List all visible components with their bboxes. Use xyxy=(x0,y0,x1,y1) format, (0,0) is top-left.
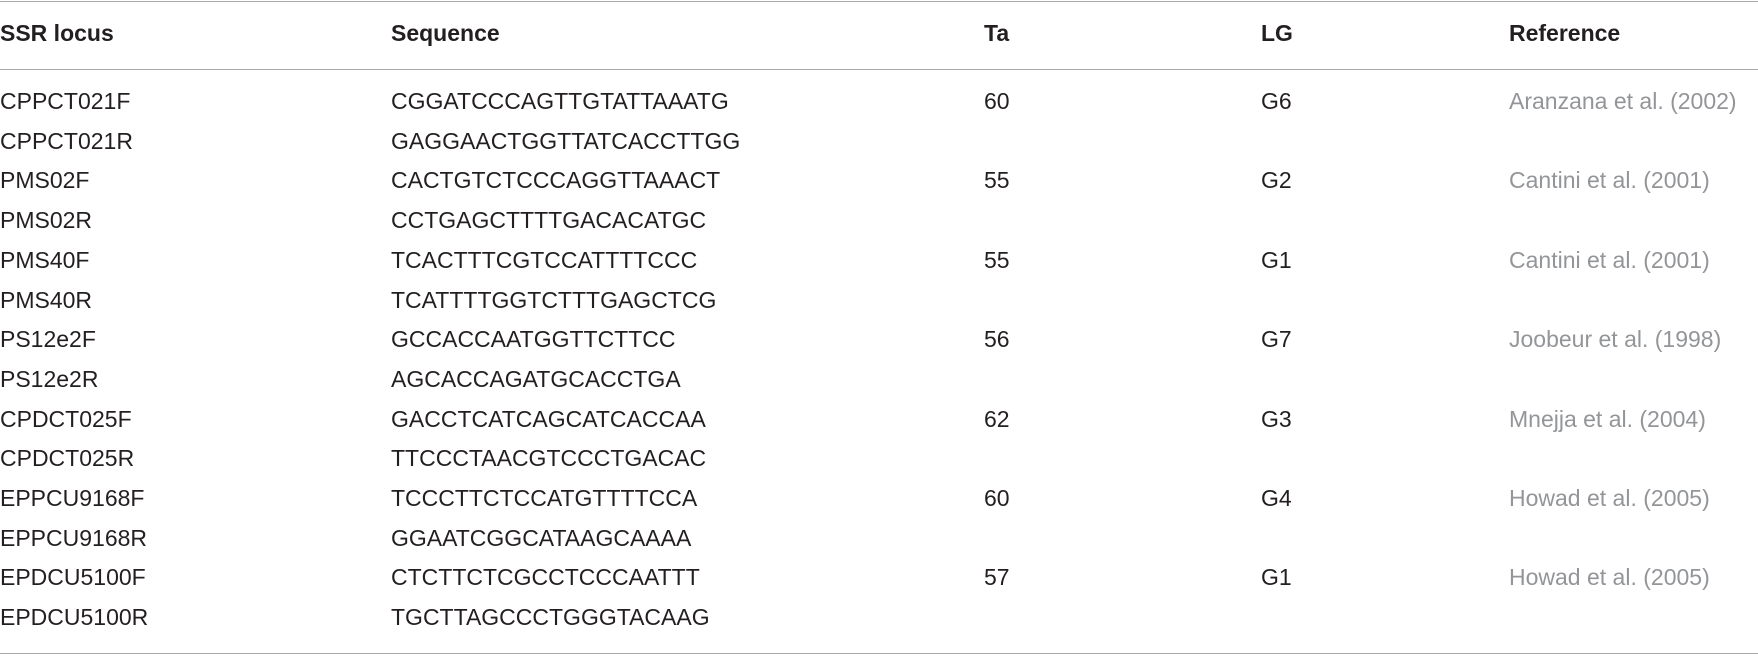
bottom-rule xyxy=(0,653,1758,654)
locus-cell: EPDCU5100R xyxy=(0,604,149,631)
locus-cell: PMS02F xyxy=(0,167,90,194)
reference-cell: Joobeur et al. (1998) xyxy=(1509,326,1722,353)
ta-cell: 60 xyxy=(984,88,1010,114)
reference-cell: Howad et al. (2005) xyxy=(1509,485,1710,511)
lg-cell: G7 xyxy=(1261,326,1292,353)
locus-cell: EPDCU5100F xyxy=(0,564,146,591)
reference-cell: Aranzana et al. (2002) xyxy=(1509,88,1737,114)
ta-cell: 55 xyxy=(984,246,1010,273)
sequence-cell: TCCCTTCTCCATGTTTTCCA xyxy=(391,485,698,511)
sequence-cell: CACTGTCTCCCAGGTTAAACT xyxy=(391,167,721,194)
lg-cell: G2 xyxy=(1261,167,1292,194)
locus-cell: PMS40R xyxy=(0,286,93,313)
locus-cell: EPPCU9168R xyxy=(0,524,148,551)
locus-cell: CPDCT025F xyxy=(0,405,132,432)
lg-cell: G1 xyxy=(1261,564,1292,591)
reference-cell: Mnejja et al. (2004) xyxy=(1509,405,1706,432)
lg-cell: G6 xyxy=(1261,88,1292,114)
sequence-cell: GCCACCAATGGTTCTTCC xyxy=(391,326,676,353)
lg-cell: G1 xyxy=(1261,246,1292,273)
sequence-cell: TGCTTAGCCCTGGGTACAAG xyxy=(391,604,710,631)
ta-cell: 60 xyxy=(984,485,1010,511)
sequence-cell: GGAATCGGCATAAGCAAAA xyxy=(391,524,692,551)
locus-cell: CPDCT025R xyxy=(0,445,135,472)
sequence-cell: TTCCCTAACGTCCCTGACAC xyxy=(391,445,707,472)
locus-cell: CPPCT021F xyxy=(0,88,131,114)
locus-cell: CPPCT021R xyxy=(0,127,133,154)
header-cell: Ta xyxy=(984,20,1010,46)
locus-cell: PS12e2F xyxy=(0,326,96,353)
locus-cell: EPPCU9168F xyxy=(0,485,145,511)
sequence-cell: TCATTTTGGTCTTTGAGCTCG xyxy=(391,286,717,313)
header-cell: LG xyxy=(1261,20,1293,46)
locus-cell: PS12e2R xyxy=(0,365,99,392)
sequence-cell: GAGGAACTGGTTATCACCTTGG xyxy=(391,127,741,154)
sequence-cell: TCACTTTCGTCCATTTTCCC xyxy=(391,246,698,273)
header-rule xyxy=(0,69,1758,70)
ta-cell: 55 xyxy=(984,167,1010,194)
sequence-cell: CTCTTCTCGCCTCCCAATTT xyxy=(391,564,700,591)
top-rule xyxy=(0,1,1758,2)
reference-cell: Howad et al. (2005) xyxy=(1509,564,1710,591)
ta-cell: 56 xyxy=(984,326,1010,353)
lg-cell: G4 xyxy=(1261,485,1292,511)
header-cell: SSR locus xyxy=(0,20,114,46)
sequence-cell: AGCACCAGATGCACCTGA xyxy=(391,365,681,392)
locus-cell: PMS02R xyxy=(0,207,93,234)
header-cell: Reference xyxy=(1509,20,1621,46)
sequence-cell: CCTGAGCTTTTGACACATGC xyxy=(391,207,707,234)
header-cell: Sequence xyxy=(391,20,500,46)
ta-cell: 57 xyxy=(984,564,1010,591)
sequence-cell: GACCTCATCAGCATCACCAA xyxy=(391,405,706,432)
sequence-cell: CGGATCCCAGTTGTATTAAATG xyxy=(391,88,729,114)
ta-cell: 62 xyxy=(984,405,1010,432)
lg-cell: G3 xyxy=(1261,405,1292,432)
reference-cell: Cantini et al. (2001) xyxy=(1509,246,1710,273)
locus-cell: PMS40F xyxy=(0,246,90,273)
reference-cell: Cantini et al. (2001) xyxy=(1509,167,1710,194)
